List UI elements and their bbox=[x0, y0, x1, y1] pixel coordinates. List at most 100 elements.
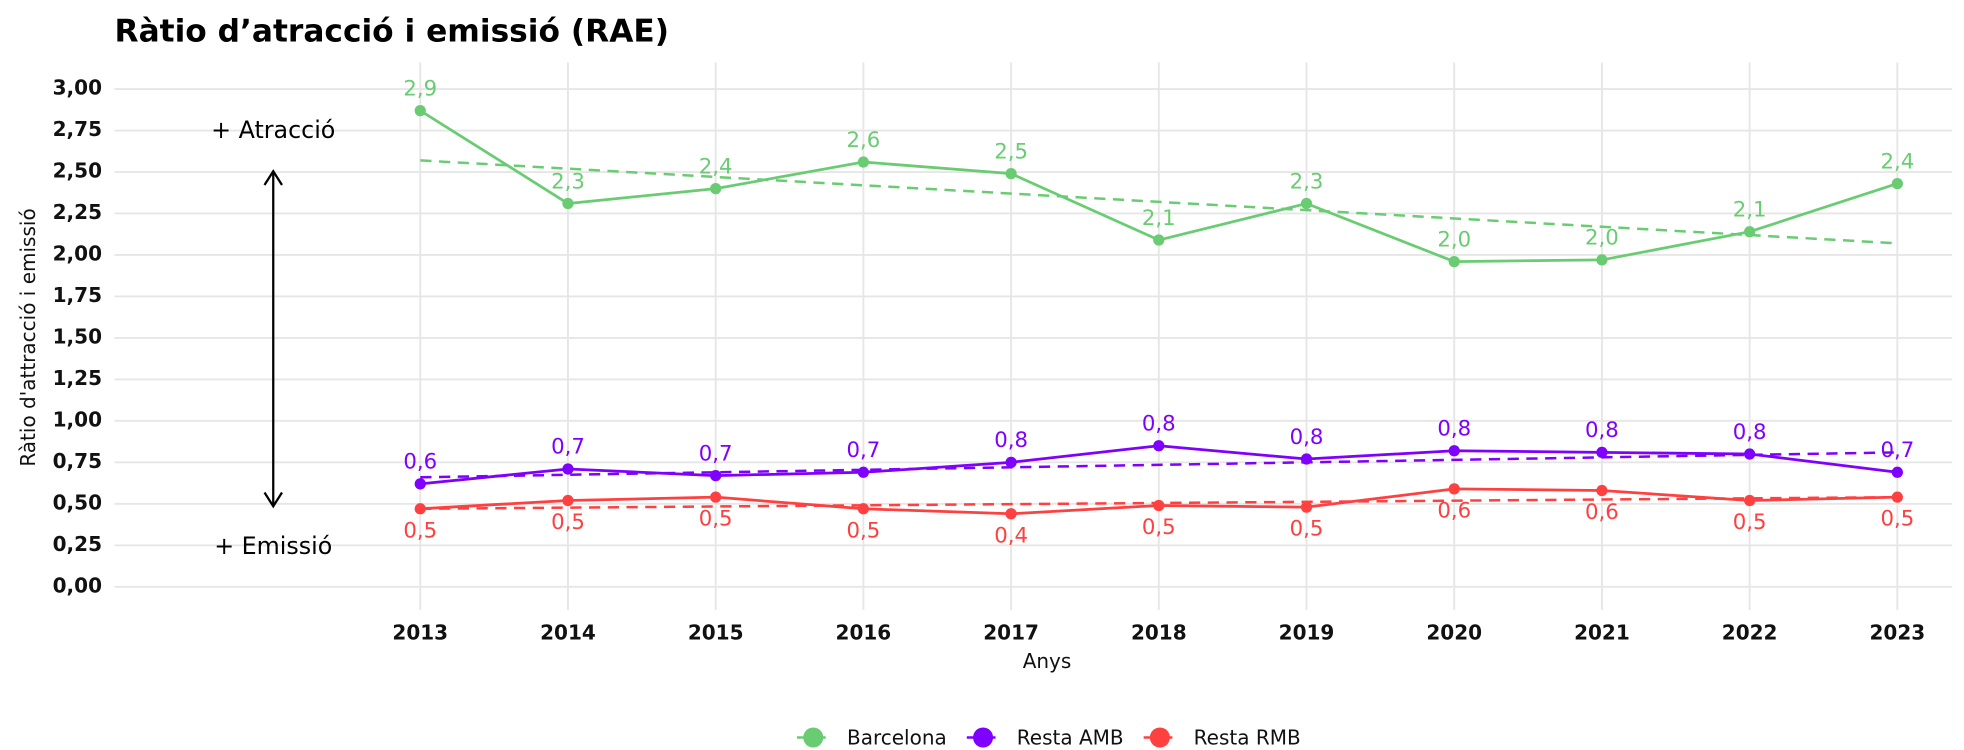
data-point bbox=[1300, 453, 1313, 465]
arrow-head bbox=[263, 169, 283, 186]
data-label: 0,5 bbox=[551, 510, 585, 535]
data-point bbox=[1005, 168, 1017, 180]
data-label: 2,4 bbox=[1880, 149, 1914, 174]
data-point bbox=[857, 503, 870, 515]
data-point bbox=[1596, 484, 1608, 497]
data-point bbox=[562, 197, 574, 210]
data-label: 0,6 bbox=[1437, 498, 1471, 523]
x-tick-label: 2018 bbox=[1131, 620, 1187, 644]
data-point bbox=[710, 491, 722, 503]
x-tick-label: 2013 bbox=[392, 620, 448, 644]
data-label: 0,4 bbox=[994, 523, 1028, 548]
data-point bbox=[414, 104, 426, 117]
data-point bbox=[414, 478, 426, 490]
data-point bbox=[1448, 445, 1460, 457]
y-tick-label: 2,75 bbox=[53, 117, 102, 141]
data-label: 0,5 bbox=[699, 507, 733, 532]
data-label: 0,5 bbox=[1290, 517, 1324, 542]
data-point bbox=[1744, 448, 1756, 460]
x-axis-label: Anys bbox=[1023, 649, 1072, 673]
y-tick-label: 2,25 bbox=[53, 200, 102, 224]
data-point bbox=[1300, 197, 1313, 210]
data-point bbox=[1448, 483, 1460, 495]
y-axis-label: Ràtio d'attracció i emissió bbox=[16, 208, 40, 466]
legend-marker bbox=[803, 727, 824, 748]
data-point bbox=[710, 469, 722, 482]
data-label: 0,5 bbox=[1880, 507, 1914, 532]
data-label: 2,0 bbox=[1585, 226, 1619, 251]
data-label: 0,5 bbox=[1733, 510, 1767, 535]
data-label: 2,5 bbox=[994, 139, 1028, 164]
data-point bbox=[710, 182, 722, 195]
arrow-head bbox=[263, 491, 283, 509]
y-tick-label: 3,00 bbox=[53, 76, 102, 100]
y-tick-label: 0,75 bbox=[53, 449, 102, 473]
data-label: 0,5 bbox=[403, 518, 437, 543]
data-point bbox=[1891, 491, 1903, 503]
data-label: 0,8 bbox=[1733, 420, 1767, 445]
data-point bbox=[1744, 226, 1756, 238]
data-label: 2,1 bbox=[1733, 197, 1767, 222]
x-tick-label: 2015 bbox=[688, 620, 744, 644]
data-label: 0,6 bbox=[403, 450, 437, 475]
data-label: 0,6 bbox=[1585, 500, 1619, 525]
x-tick-label: 2017 bbox=[983, 620, 1039, 644]
legend-marker bbox=[973, 727, 994, 748]
data-label: 0,7 bbox=[1880, 438, 1914, 463]
data-label: 2,3 bbox=[1290, 169, 1324, 194]
data-point bbox=[1153, 499, 1165, 512]
data-label: 0,8 bbox=[1585, 418, 1619, 443]
legend-item: Resta AMB bbox=[966, 725, 1124, 749]
data-label: 0,8 bbox=[994, 428, 1028, 453]
x-tick-label: 2023 bbox=[1870, 620, 1926, 644]
data-point bbox=[1596, 446, 1608, 459]
data-label: 2,9 bbox=[403, 76, 437, 101]
x-tick-label: 2020 bbox=[1426, 620, 1482, 644]
data-point bbox=[414, 503, 426, 515]
data-label: 2,6 bbox=[846, 128, 880, 153]
data-label: 2,0 bbox=[1437, 227, 1471, 252]
data-label: 2,4 bbox=[699, 154, 733, 179]
trend-line bbox=[420, 159, 1898, 245]
data-point bbox=[1153, 234, 1165, 246]
y-tick-label: 1,25 bbox=[53, 366, 102, 390]
data-point bbox=[562, 494, 574, 507]
data-point bbox=[562, 463, 574, 475]
legend-item: Barcelona bbox=[797, 725, 947, 749]
y-tick-label: 2,50 bbox=[53, 159, 102, 183]
data-label: 0,7 bbox=[699, 441, 733, 466]
data-label: 0,8 bbox=[1290, 425, 1324, 450]
chart-title: Ràtio d’atracció i emissió (RAE) bbox=[115, 14, 670, 50]
data-point bbox=[1448, 255, 1460, 268]
legend-label: Barcelona bbox=[847, 725, 947, 749]
annotation: + Atracció bbox=[211, 116, 335, 144]
data-label: 2,3 bbox=[551, 169, 585, 194]
data-point bbox=[857, 156, 870, 168]
y-tick-label: 1,75 bbox=[53, 283, 102, 307]
legend-label: Resta RMB bbox=[1194, 725, 1301, 749]
legend-label: Resta AMB bbox=[1017, 725, 1124, 749]
data-label: 0,8 bbox=[1142, 412, 1176, 437]
data-point bbox=[1300, 501, 1313, 513]
x-tick-label: 2016 bbox=[836, 620, 892, 644]
data-point bbox=[1005, 456, 1017, 468]
legend-marker bbox=[1149, 727, 1170, 748]
legend-item: Resta RMB bbox=[1143, 725, 1301, 749]
x-tick-label: 2014 bbox=[540, 620, 596, 644]
y-tick-label: 0,50 bbox=[53, 490, 102, 514]
annotation: + Emissió bbox=[214, 532, 332, 560]
data-label: 0,8 bbox=[1437, 416, 1471, 441]
y-tick-label: 1,00 bbox=[53, 407, 102, 431]
data-label: 0,5 bbox=[846, 518, 880, 543]
data-label: 0,5 bbox=[1142, 515, 1176, 540]
data-point bbox=[1891, 177, 1903, 190]
data-point bbox=[1744, 494, 1756, 507]
x-tick-label: 2019 bbox=[1279, 620, 1335, 644]
data-point bbox=[1153, 440, 1165, 452]
data-label: 2,1 bbox=[1142, 206, 1176, 231]
y-tick-label: 2,00 bbox=[53, 241, 102, 265]
y-tick-label: 0,00 bbox=[53, 573, 102, 597]
data-point bbox=[857, 466, 870, 478]
data-point bbox=[1596, 254, 1608, 266]
